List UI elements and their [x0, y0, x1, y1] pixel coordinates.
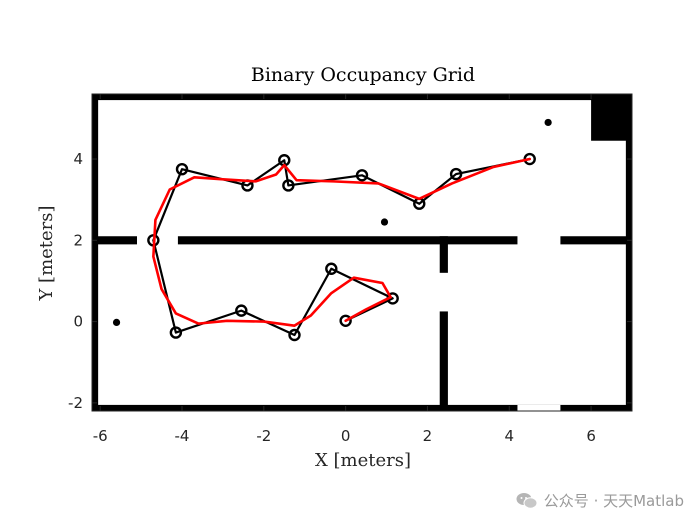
point-marker [112, 318, 121, 327]
y-tick-label: 4 [73, 150, 83, 168]
obstacle-9 [591, 94, 632, 141]
obstacle-2 [92, 94, 99, 411]
waypoint-marker [325, 262, 338, 275]
obstacle-0 [92, 94, 632, 101]
waypoint-path-line [152, 157, 531, 337]
waypoint-marker [235, 304, 248, 317]
x-tick-label: -6 [93, 427, 108, 445]
watermark-text: 公众号 · 天天Matlab [543, 492, 684, 510]
x-tick-label: 0 [341, 427, 351, 445]
x-tick-label: 4 [504, 427, 514, 445]
y-tick-label: -2 [68, 394, 83, 412]
smoothed-path-line [152, 157, 532, 327]
obstacle-1 [92, 404, 632, 411]
waypoint-marker [175, 162, 189, 176]
axes-box [91, 93, 633, 412]
obstacle-6 [560, 236, 632, 245]
x-tick-label: -4 [175, 427, 190, 445]
x-tick-label: -2 [256, 427, 271, 445]
obstacle-8 [439, 311, 448, 411]
wechat-icon [516, 492, 538, 510]
waypoint-marker [339, 314, 352, 327]
tick-layer: -6 -4 -2 0 2 4 6 -2 0 2 4 [68, 94, 632, 445]
chart-title: Binary Occupancy Grid [251, 64, 475, 86]
waypoint-marker [355, 169, 369, 182]
obstacle-layer [92, 94, 632, 411]
obstacle-4 [92, 236, 137, 245]
x-axis-label: X [meters] [315, 450, 411, 471]
obstacle-3 [625, 94, 632, 411]
waypoint-marker [449, 167, 463, 181]
obstacle-5 [177, 236, 518, 245]
x-tick-label: 2 [423, 427, 433, 445]
dots-layer [112, 118, 552, 327]
y-tick-label: 2 [73, 231, 83, 249]
watermark: 公众号 · 天天Matlab [516, 490, 684, 511]
point-marker [380, 218, 389, 226]
axes-layer [91, 93, 633, 412]
series-layer [147, 152, 536, 342]
point-marker [544, 118, 552, 127]
wall-gap [517, 404, 561, 411]
waypoint-marker [288, 328, 301, 342]
waypoint-marker [169, 326, 183, 339]
y-axis-label: Y [meters] [36, 205, 57, 301]
obstacle-7 [439, 236, 448, 273]
waypoint-marker [282, 179, 295, 192]
y-tick-label: 0 [73, 313, 83, 331]
x-tick-label: 6 [586, 427, 596, 445]
